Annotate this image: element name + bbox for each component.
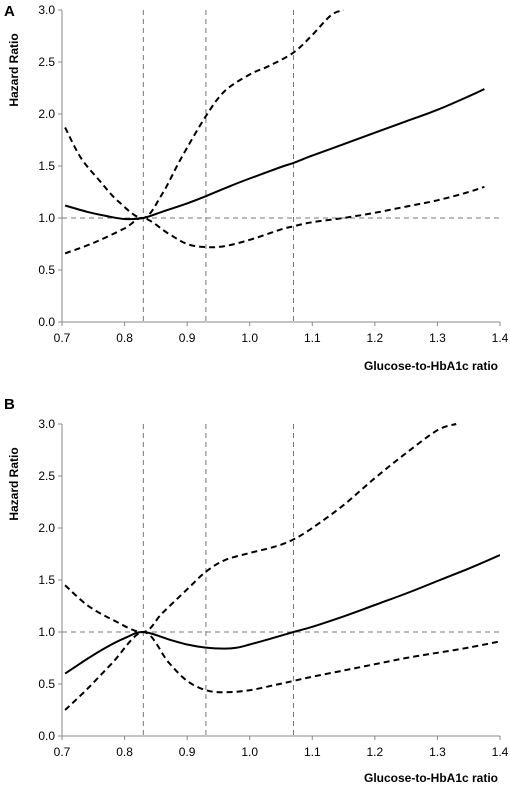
panel-a-y-axis-title: Hazard Ratio: [7, 33, 21, 106]
panel-a-y-tick-label: 1.0: [38, 211, 55, 225]
panel-a-x-tick-label: 1.3: [429, 331, 446, 345]
panel-b-y-tick-label: 2.5: [38, 469, 55, 483]
panel-b-y-tick-label: 0.0: [38, 729, 55, 743]
panel-b-series-estimate: [64, 554, 500, 675]
panel-a-x-tick-label: 1.0: [241, 331, 258, 345]
panel-a-letter: A: [4, 3, 15, 20]
panel-b-x-tick-label: 1.1: [304, 745, 321, 759]
panel-a-x-tick-label: 1.4: [492, 331, 509, 345]
panel-b-y-tick-label: 1.0: [38, 625, 55, 639]
panel-b-x-tick-label: 0.7: [54, 745, 71, 759]
panel-b-x-tick-label: 1.4: [492, 745, 509, 759]
panel-a-y-tick-label: 3.0: [38, 3, 55, 17]
panel-a-x-tick-label: 0.8: [116, 331, 133, 345]
panel-a-y-tick-label: 0.0: [38, 315, 55, 329]
panel-a-series-estimate: [64, 88, 485, 221]
panel-a: A 0.0 0.5 1.0 1.5 2.0 2.5 3.0 0.7 0.8 0.9 1.0 1.1 1.2…: [4, 3, 509, 373]
panel-b-x-tick-label: 1.2: [367, 745, 384, 759]
panel-a-x-tick-label: 1.2: [367, 331, 384, 345]
panel-b-letter: B: [4, 396, 15, 413]
panel-a-x-tick-label: 0.9: [179, 331, 196, 345]
panel-b-x-tick-label: 1.3: [429, 745, 446, 759]
panel-b-y-axis-title: Hazard Ratio: [7, 447, 21, 520]
panel-a-x-axis-title: Glucose-to-HbA1c ratio: [364, 359, 498, 373]
panel-b: B 0.0 0.5 1.0 1.5 2.0 2.5 3.0 0.7 0.8 0.9 1.0 1.1 1.2…: [4, 396, 509, 785]
panel-a-y-tick-label: 1.5: [38, 159, 55, 173]
panel-b-y-tick-label: 1.5: [38, 573, 55, 587]
panel-a-y-tick-label: 2.0: [38, 107, 55, 121]
panel-b-y-tick-label: 2.0: [38, 521, 55, 535]
panel-a-y-tick-label: 2.5: [38, 55, 55, 69]
panel-b-x-tick-label: 1.0: [241, 745, 258, 759]
panel-b-series-upper-ci: [64, 423, 457, 634]
panel-a-x-tick-label: 0.7: [54, 331, 71, 345]
panel-a-series-upper-ci: [64, 9, 344, 220]
panel-a-series-lower-ci: [64, 185, 485, 255]
panel-b-x-tick-label: 0.9: [179, 745, 196, 759]
panel-a-y-tick-label: 0.5: [38, 263, 55, 277]
panel-a-x-tick-label: 1.1: [304, 331, 321, 345]
panel-b-y-tick-label: 3.0: [38, 417, 55, 431]
panel-b-y-tick-label: 0.5: [38, 677, 55, 691]
panel-b-series-lower-ci: [64, 630, 500, 711]
panel-b-x-tick-label: 0.8: [116, 745, 133, 759]
panel-b-x-axis-title: Glucose-to-HbA1c ratio: [364, 771, 498, 785]
